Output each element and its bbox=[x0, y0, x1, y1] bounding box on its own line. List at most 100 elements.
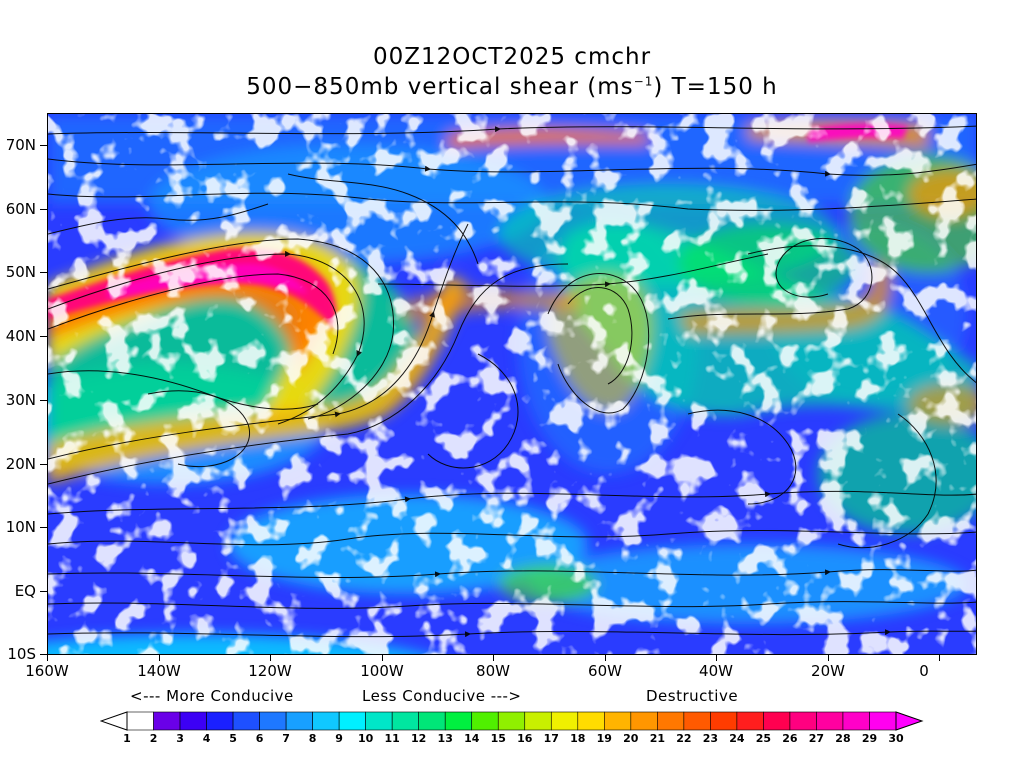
lat-tick bbox=[40, 464, 47, 465]
title-prefix: 500−850mb vertical shear (ms bbox=[246, 74, 634, 100]
streamlines bbox=[48, 125, 976, 638]
lat-tick bbox=[40, 654, 47, 655]
shear-map bbox=[47, 113, 977, 655]
lon-tick bbox=[382, 655, 383, 661]
lon-label-20w: 20W bbox=[811, 662, 845, 680]
lat-tick bbox=[40, 145, 47, 146]
colorbar-cell bbox=[577, 711, 605, 731]
colorbar-label: 6 bbox=[255, 732, 264, 745]
colorbar-cell bbox=[179, 711, 207, 731]
colorbar-cell bbox=[550, 711, 579, 731]
colorbar-label: 29 bbox=[861, 732, 878, 745]
colorbar-label: 22 bbox=[676, 732, 692, 745]
legend-more-conducive: <--- More Conducive bbox=[130, 687, 294, 705]
lon-tick bbox=[493, 655, 494, 661]
lon-label-160w: 160W bbox=[25, 662, 69, 680]
shear-field bbox=[48, 114, 976, 654]
colorbar-label: 16 bbox=[517, 732, 533, 745]
lon-tick bbox=[716, 655, 717, 661]
colorbar-label: 13 bbox=[437, 732, 453, 745]
lon-tick bbox=[605, 655, 606, 661]
colorbar-cell bbox=[497, 711, 526, 731]
colorbar-cell bbox=[232, 711, 260, 731]
colorbar-label: 5 bbox=[229, 732, 237, 745]
colorbar-cell bbox=[285, 711, 313, 731]
colorbar-label: 15 bbox=[490, 732, 506, 745]
colorbar-label: 30 bbox=[888, 732, 904, 745]
colorbar-cell bbox=[365, 711, 393, 731]
lat-tick bbox=[40, 336, 47, 337]
lon-label-60w: 60W bbox=[588, 662, 622, 680]
lon-tick bbox=[159, 655, 160, 661]
colorbar-label: 21 bbox=[649, 732, 665, 745]
colorbar-cell bbox=[842, 711, 870, 731]
legend-less-conducive: Less Conducive ---> bbox=[362, 687, 522, 705]
lat-tick bbox=[40, 209, 47, 210]
colorbar-cell bbox=[763, 711, 791, 731]
colorbar-cell bbox=[869, 711, 897, 731]
lon-label-140w: 140W bbox=[137, 662, 181, 680]
title-suffix: ) T=150 h bbox=[653, 74, 778, 100]
colorbar-cell bbox=[816, 711, 844, 731]
colorbar-label: 26 bbox=[782, 732, 798, 745]
lon-tick bbox=[270, 655, 271, 661]
colorbar-left-arrow bbox=[100, 711, 128, 731]
lat-label-10s: 10S bbox=[7, 645, 36, 663]
legend-destructive: Destructive bbox=[646, 687, 739, 705]
lat-label-20n: 20N bbox=[5, 455, 36, 473]
title-unit-exponent: −1 bbox=[633, 74, 654, 89]
colorbar-label: 24 bbox=[729, 732, 745, 745]
lat-tick bbox=[40, 591, 47, 592]
colorbar-cell bbox=[338, 711, 366, 731]
colorbar-label: 17 bbox=[543, 732, 559, 745]
colorbar-cell bbox=[312, 711, 340, 731]
colorbar-label: 12 bbox=[411, 732, 427, 745]
colorbar-cell bbox=[126, 711, 154, 731]
colorbar-cell bbox=[153, 711, 181, 731]
colorbar-label: 7 bbox=[282, 732, 290, 745]
chart-title-line2: 500−850mb vertical shear (ms−1) T=150 h bbox=[0, 74, 1024, 100]
colorbar-cell bbox=[391, 711, 419, 731]
colorbar-label: 9 bbox=[335, 732, 343, 745]
lon-tick bbox=[939, 655, 940, 661]
colorbar-cell bbox=[736, 711, 764, 731]
colorbar-cell bbox=[259, 711, 287, 731]
lon-label-40w: 40W bbox=[699, 662, 733, 680]
colorbar-label: 1 bbox=[123, 732, 131, 745]
lon-tick bbox=[47, 655, 48, 661]
colorbar-label: 10 bbox=[357, 732, 374, 745]
lat-tick bbox=[40, 527, 47, 528]
lat-label-60n: 60N bbox=[5, 200, 36, 218]
lat-tick bbox=[40, 400, 47, 401]
lon-label-0: 0 bbox=[919, 662, 929, 680]
lon-label-100w: 100W bbox=[360, 662, 404, 680]
colorbar-label: 25 bbox=[755, 732, 772, 745]
colorbar-label: 27 bbox=[808, 732, 825, 745]
colorbar-label: 2 bbox=[149, 732, 158, 745]
colorbar-cell bbox=[683, 711, 711, 731]
colorbar-cell bbox=[206, 711, 234, 731]
lat-label-40n: 40N bbox=[5, 327, 36, 345]
colorbar-cell bbox=[710, 711, 738, 731]
colorbar-label: 19 bbox=[596, 732, 612, 745]
colorbar-label: 11 bbox=[384, 732, 400, 745]
colorbar-cell bbox=[418, 711, 446, 731]
lat-label-70n: 70N bbox=[5, 136, 36, 154]
colorbar-right-arrow bbox=[895, 711, 924, 731]
colorbar-cell bbox=[789, 711, 817, 731]
colorbar bbox=[100, 711, 924, 731]
lat-label-eq: EQ bbox=[14, 582, 36, 600]
colorbar-cell bbox=[604, 711, 632, 731]
colorbar-label: 28 bbox=[835, 732, 851, 745]
chart-title-line1: 00Z12OCT2025 cmchr bbox=[372, 44, 652, 70]
lat-tick bbox=[40, 272, 47, 273]
lon-tick bbox=[828, 655, 829, 661]
colorbar-cell bbox=[657, 711, 685, 731]
colorbar-label: 18 bbox=[570, 732, 586, 745]
lon-label-120w: 120W bbox=[248, 662, 292, 680]
field-speckle bbox=[48, 114, 976, 654]
colorbar-label: 4 bbox=[202, 732, 211, 745]
lat-label-30n: 30N bbox=[5, 391, 36, 409]
lon-label-80w: 80W bbox=[476, 662, 510, 680]
lat-label-10n: 10N bbox=[5, 518, 36, 536]
